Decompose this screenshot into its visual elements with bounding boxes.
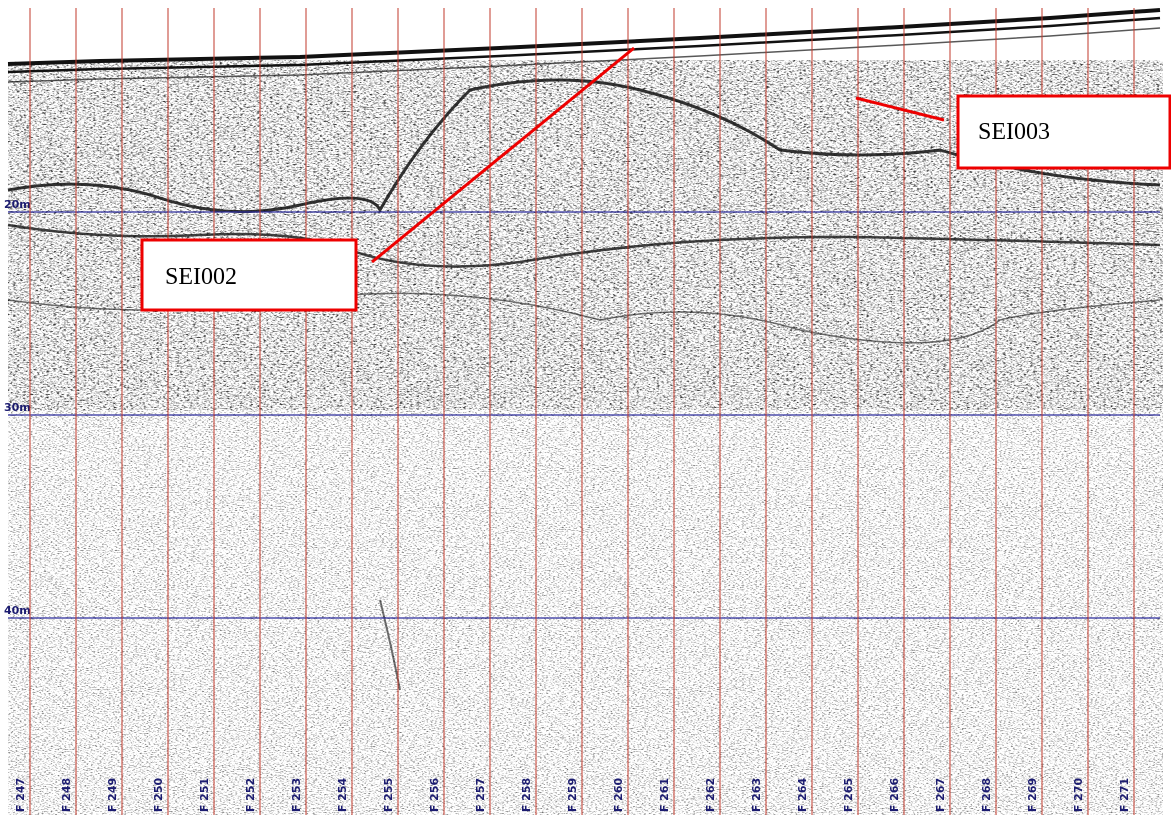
fix-label: F 266 — [888, 778, 901, 813]
fix-label: F 258 — [520, 778, 533, 812]
fix-label: F 250 — [152, 778, 165, 813]
fix-label: F 265 — [842, 778, 855, 812]
fix-label: F 267 — [934, 778, 947, 812]
depth-label: 20m — [4, 198, 31, 211]
fix-label: F 262 — [704, 778, 717, 812]
seismic-profile: 20m 30m 40m F 247 F 248 F 249 F 250 F 251 F 252… — [0, 0, 1171, 819]
fix-label: F 264 — [796, 778, 809, 813]
fix-label: F 261 — [658, 778, 671, 812]
fix-label: F 255 — [382, 778, 395, 812]
fix-label: F 252 — [244, 778, 257, 812]
fix-label: F 256 — [428, 778, 441, 813]
fix-label: F 249 — [106, 778, 119, 812]
fix-label: F 254 — [336, 778, 349, 813]
fix-label: F 270 — [1072, 778, 1085, 813]
fix-label: F 257 — [474, 778, 487, 812]
fix-label: F 271 — [1118, 778, 1131, 812]
depth-label: 40m — [4, 604, 31, 617]
fix-label: F 253 — [290, 778, 303, 812]
lower-noise — [8, 60, 1163, 815]
depth-label: 30m — [4, 401, 31, 414]
callout-text: SEI002 — [165, 264, 237, 290]
fix-label: F 247 — [14, 778, 27, 812]
fix-label: F 268 — [980, 778, 993, 812]
fix-label: F 259 — [566, 778, 579, 812]
fix-label: F 263 — [750, 778, 763, 812]
fix-label: F 269 — [1026, 778, 1039, 812]
fix-label: F 251 — [198, 778, 211, 812]
fix-label: F 260 — [612, 778, 625, 813]
fix-label: F 248 — [60, 778, 73, 812]
callout-text: SEI003 — [978, 119, 1050, 145]
